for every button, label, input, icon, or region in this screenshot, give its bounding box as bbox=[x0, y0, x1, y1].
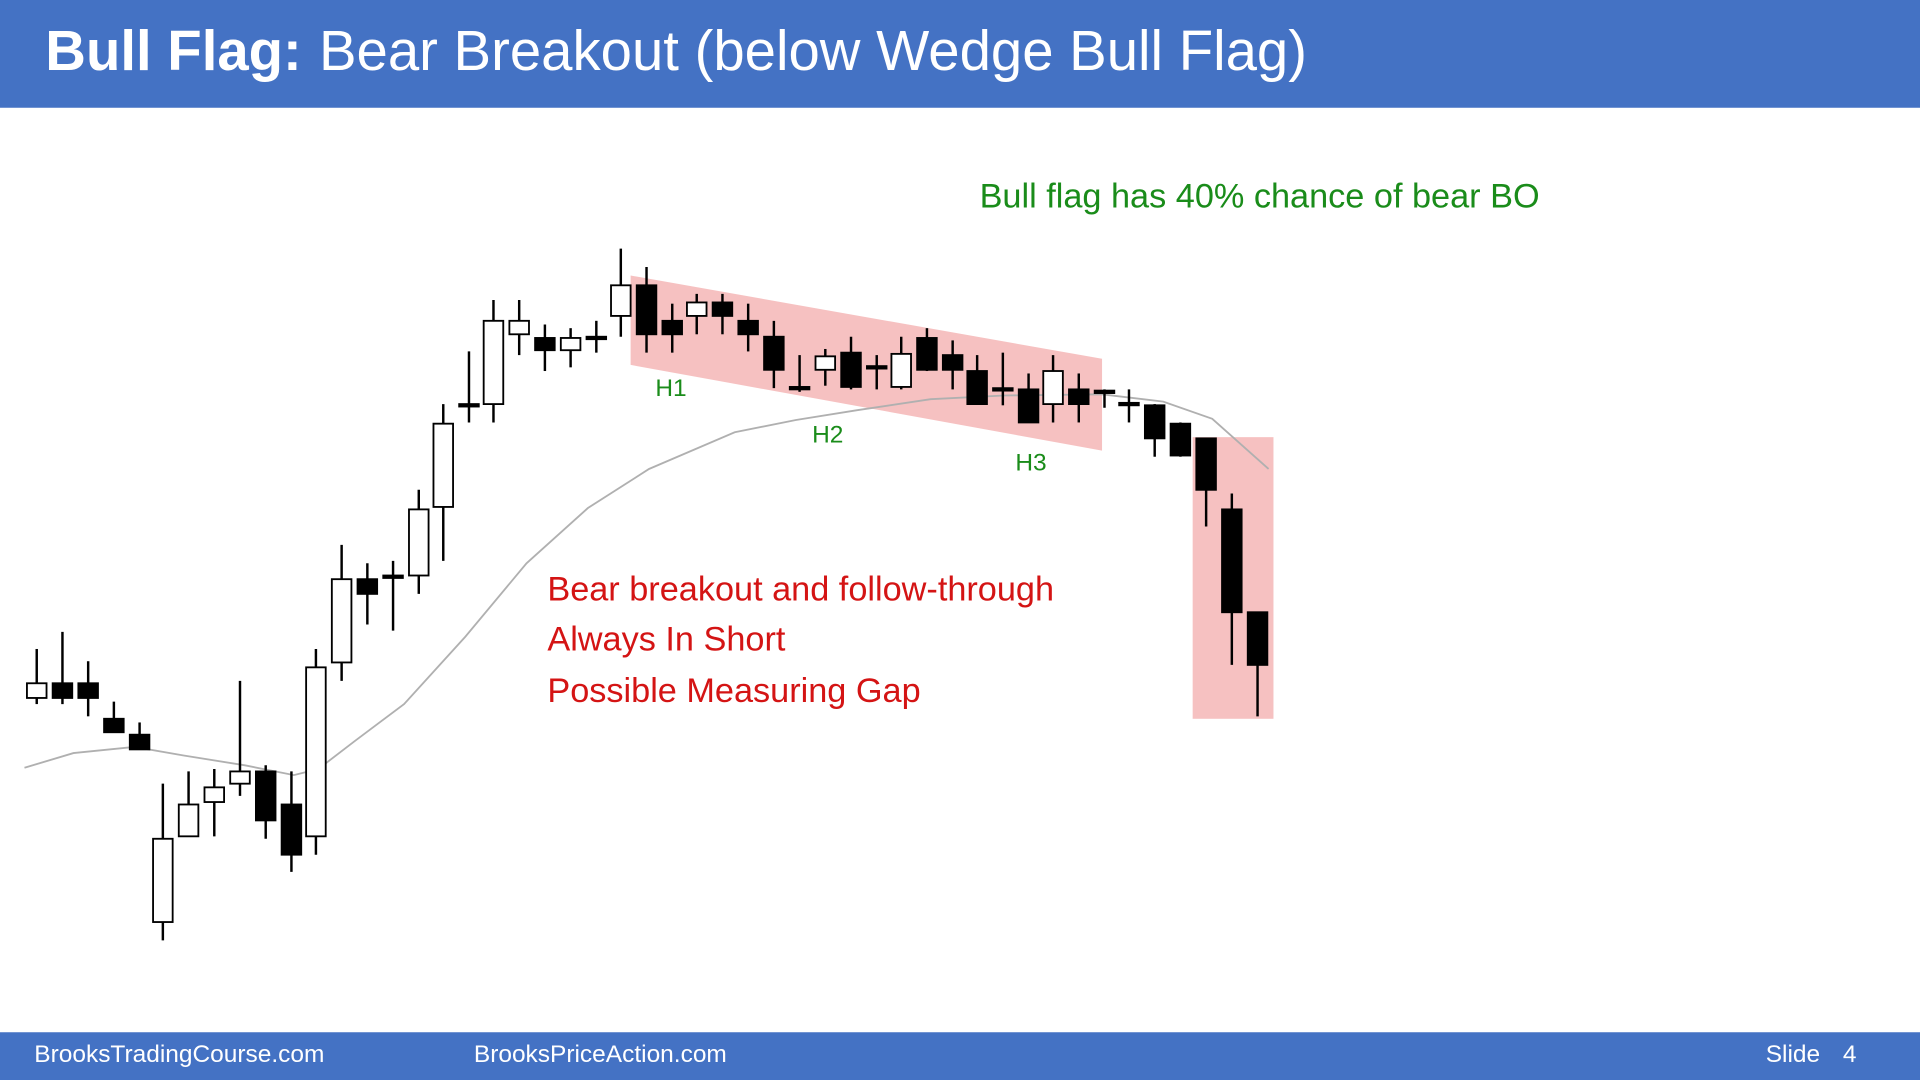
candle-body bbox=[661, 319, 683, 336]
candle-body bbox=[788, 386, 811, 391]
candle-body bbox=[686, 301, 708, 317]
title-rest: Bear Breakout (below Wedge Bull Flag) bbox=[319, 19, 1307, 82]
candle-body bbox=[866, 365, 888, 370]
candle-body bbox=[1246, 611, 1269, 666]
candle-body bbox=[840, 351, 862, 388]
candle-body bbox=[992, 387, 1014, 392]
candle-body bbox=[534, 337, 556, 352]
candle-body bbox=[1221, 508, 1243, 614]
candle-body bbox=[941, 354, 964, 371]
candle-body bbox=[763, 335, 785, 371]
candle-body bbox=[711, 301, 734, 317]
candle-body bbox=[255, 770, 277, 822]
candle-body bbox=[585, 335, 608, 341]
candle-body bbox=[482, 319, 505, 405]
candle-body bbox=[1093, 389, 1116, 394]
candle-body bbox=[305, 666, 327, 838]
candle-body bbox=[26, 682, 48, 699]
breakout-note: Bear breakout and follow-through bbox=[547, 570, 1054, 608]
candle-body bbox=[1143, 404, 1166, 440]
h-label: H1 bbox=[655, 375, 686, 402]
candle-body bbox=[203, 786, 225, 803]
footer-link: BrooksPriceAction.com bbox=[474, 1041, 727, 1068]
candle-body bbox=[1017, 388, 1040, 424]
candle-body bbox=[177, 803, 200, 838]
candle-body bbox=[1068, 388, 1090, 405]
candle-body bbox=[966, 370, 988, 405]
candle-body bbox=[103, 717, 125, 734]
candles bbox=[26, 248, 1269, 941]
h-label: H3 bbox=[1015, 450, 1046, 477]
title-bold: Bull Flag: bbox=[45, 19, 302, 82]
candle-body bbox=[458, 403, 480, 408]
candle-body bbox=[77, 682, 99, 699]
candle-body bbox=[508, 319, 530, 336]
candle-body bbox=[1195, 437, 1217, 491]
candle-body bbox=[229, 770, 251, 785]
header-bar bbox=[0, 0, 1920, 108]
candle-body bbox=[916, 337, 938, 371]
candle-body bbox=[737, 319, 759, 336]
candle-body bbox=[382, 574, 404, 579]
candle-body bbox=[330, 578, 353, 664]
probability-note: Bull flag has 40% chance of bear BO bbox=[980, 177, 1540, 215]
candle-body bbox=[152, 837, 174, 923]
candle-body bbox=[1169, 422, 1192, 457]
slide-title: Bull Flag: Bear Breakout (below Wedge Bul… bbox=[45, 19, 1307, 82]
candle-body bbox=[814, 355, 837, 371]
candle-body bbox=[432, 422, 454, 508]
footer-bar bbox=[0, 1032, 1920, 1080]
breakout-note: Possible Measuring Gap bbox=[547, 672, 920, 710]
breakout-note: Always In Short bbox=[547, 621, 786, 659]
candle-body bbox=[51, 682, 74, 699]
candle-body bbox=[280, 803, 303, 856]
footer-link: BrooksTradingCourse.com bbox=[34, 1041, 324, 1068]
candle-body bbox=[408, 508, 430, 577]
candle-body bbox=[635, 284, 658, 336]
h-label: H2 bbox=[812, 421, 843, 448]
candle-body bbox=[610, 284, 632, 317]
slide-label: Slide bbox=[1766, 1041, 1820, 1068]
candle-body bbox=[1118, 401, 1140, 407]
slide-number: 4 bbox=[1843, 1041, 1857, 1068]
candle-body bbox=[1042, 370, 1064, 405]
candle-body bbox=[890, 352, 912, 388]
candle-body bbox=[356, 578, 379, 595]
candle-body bbox=[128, 733, 151, 751]
candle-body bbox=[559, 337, 582, 352]
